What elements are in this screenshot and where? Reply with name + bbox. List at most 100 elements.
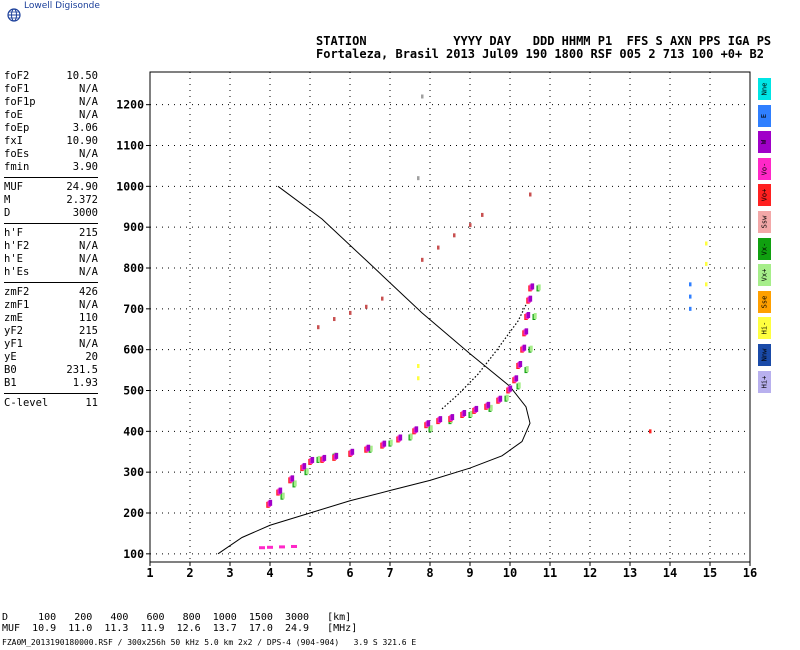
param-name: foEs (4, 148, 30, 160)
oblique-echo-point (365, 304, 368, 309)
x-trace-point (525, 366, 529, 373)
legend-label: Sse (760, 295, 769, 309)
e-trace-point (279, 545, 285, 549)
param-value: 215 (79, 325, 98, 337)
o-trace-point (350, 448, 355, 455)
o-trace-point (522, 344, 527, 351)
x-trace-point (533, 313, 537, 319)
x-trace-point (369, 445, 373, 452)
legend-label: W (760, 140, 769, 145)
param-value: 20 (85, 351, 98, 363)
y-tick-label: 100 (123, 547, 144, 561)
header-line-labels: STATION YYYY DAY DDD HHMM P1 FFS S AXN P… (316, 34, 772, 48)
x-tick-label: 16 (743, 566, 757, 580)
param-name: foE (4, 109, 23, 121)
oblique-echo-point (333, 317, 336, 322)
o-trace-point (414, 426, 419, 433)
param-row: foE N/A (4, 109, 98, 122)
param-name: MUF (4, 181, 23, 193)
param-name: zmE (4, 312, 23, 324)
param-value: N/A (79, 299, 98, 311)
param-name: foF1p (4, 96, 36, 108)
y-tick-label: 500 (123, 384, 144, 398)
o-trace-point (498, 395, 503, 402)
o-trace-point (268, 499, 273, 506)
o-trace-point (302, 463, 307, 470)
e-trace-point (267, 545, 273, 549)
x-trace-point (469, 411, 473, 417)
x-tick-label: 8 (426, 566, 433, 580)
brand-name: Lowell Digisonde (24, 1, 100, 11)
o-trace-point (278, 487, 283, 494)
oblique-echo-point (469, 223, 472, 228)
x-trace-point (305, 468, 309, 475)
param-name: h'F (4, 227, 23, 239)
legend-label: Hi+ (760, 375, 769, 388)
legend-label: Nnw (760, 348, 769, 362)
param-name: foEp (4, 122, 30, 134)
profile-line (217, 185, 531, 555)
param-row: foF1 N/A (4, 83, 98, 96)
param-value: 3000 (72, 207, 98, 219)
x-tick-label: 5 (306, 566, 313, 580)
oblique-echo-point (417, 376, 420, 381)
param-name: M (4, 194, 11, 206)
oblique-echo-point (705, 282, 708, 287)
param-row: B0 231.5 (4, 364, 98, 377)
dotted-trace (441, 304, 527, 410)
x-trace-point (529, 345, 533, 352)
legend-item: Vx+ (758, 264, 771, 287)
x-tick-label: 12 (583, 566, 597, 580)
y-tick-label: 900 (123, 220, 144, 234)
param-name: yE (4, 351, 17, 363)
param-name: D (4, 207, 11, 219)
param-row: fxI 10.90 (4, 135, 98, 148)
param-name: B0 (4, 364, 17, 376)
oblique-echo-point (689, 306, 692, 311)
legend-label: Vx+ (760, 268, 769, 282)
x-tick-label: 2 (186, 566, 193, 580)
legend-item: Vx- (758, 237, 771, 260)
legend-label: Vo- (760, 162, 769, 176)
legend-item: E (758, 104, 771, 127)
x-tick-label: 11 (543, 566, 557, 580)
x-tick-label: 10 (503, 566, 517, 580)
x-trace-point (317, 455, 321, 462)
o-trace-point (382, 440, 387, 447)
x-trace-point (429, 425, 433, 432)
y-tick-label: 300 (123, 465, 144, 479)
polarization-legend: Nne E W Vo- Vo+ Ssw Vx- Vx+ Sse Hi- Nnw Hi+ (758, 78, 771, 397)
param-row: yF1 N/A (4, 338, 98, 351)
legend-label: Vo+ (760, 189, 769, 202)
legend-item: Vo- (758, 157, 771, 180)
o-trace-point (398, 434, 403, 441)
param-row: foF2 10.50 (4, 70, 98, 83)
param-row: D 3000 (4, 207, 98, 220)
legend-item: W (758, 131, 771, 154)
legend-item: Sse (758, 290, 771, 313)
x-tick-label: 7 (386, 566, 393, 580)
x-trace-point (489, 404, 493, 411)
param-row: zmF2 426 (4, 286, 98, 299)
legend-item: Vo+ (758, 184, 771, 207)
oblique-echo-point (421, 257, 424, 262)
y-tick-label: 1100 (116, 139, 144, 153)
param-value: 426 (79, 286, 98, 298)
param-separator (4, 223, 98, 224)
param-value: N/A (79, 253, 98, 265)
o-trace-point (526, 312, 531, 318)
legend-item: Hi+ (758, 370, 771, 393)
param-name: zmF2 (4, 286, 30, 298)
param-value: 110 (79, 312, 98, 324)
oblique-echo-point (453, 233, 456, 238)
param-value: 10.90 (66, 135, 98, 147)
plot-frame (149, 71, 751, 563)
y-tick-label: 1000 (116, 179, 144, 193)
o-trace-point (366, 444, 371, 451)
y-tick-label: 700 (123, 302, 144, 316)
globe-icon (7, 8, 21, 22)
legend-label: Vx- (760, 242, 769, 255)
x-trace-point (505, 394, 509, 401)
x-trace-point (537, 284, 541, 291)
param-name: fmin (4, 161, 30, 173)
